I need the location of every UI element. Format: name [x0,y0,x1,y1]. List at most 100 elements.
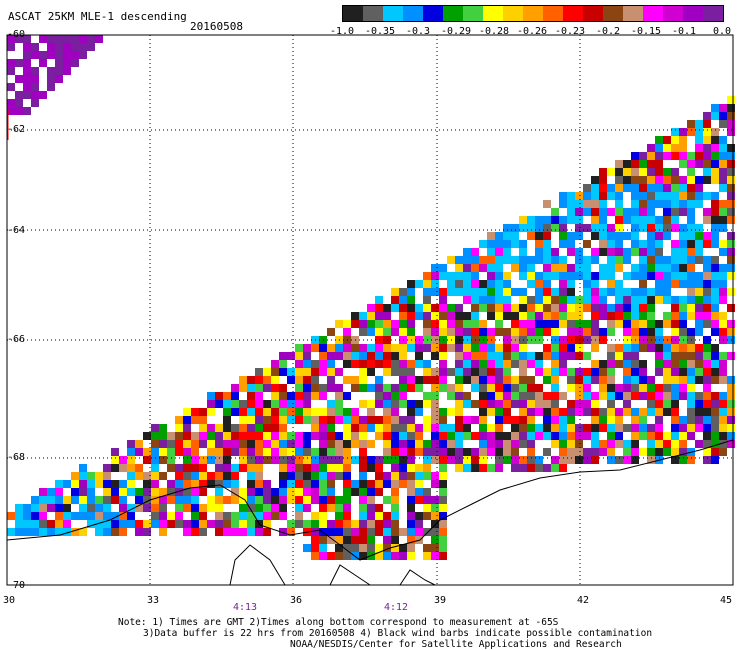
data-cell [223,464,231,472]
data-cell [551,272,559,280]
data-cell [423,304,431,312]
data-cell [295,472,303,480]
data-cell [519,216,527,224]
data-cell [567,456,575,464]
data-cell [687,384,695,392]
data-cell [591,280,599,288]
data-cell [151,464,159,472]
data-cell [255,512,263,520]
data-cell [583,184,591,192]
data-cell [671,376,679,384]
data-cell [647,384,655,392]
data-cell [591,192,599,200]
data-cell [639,168,647,176]
data-cell [599,440,607,448]
data-cell [639,240,647,248]
data-cell [703,128,711,136]
data-cell [303,472,311,480]
data-cell [15,520,23,528]
data-cell [663,400,671,408]
data-cell [479,240,487,248]
data-cell [135,528,143,536]
data-cell [367,456,375,464]
data-cell [687,176,695,184]
data-cell [583,320,591,328]
data-cell [679,280,687,288]
data-cell [327,440,335,448]
data-cell [55,504,63,512]
data-cell [487,432,495,440]
data-cell [599,360,607,368]
data-cell [639,248,647,256]
data-cell [463,456,471,464]
data-cell [591,320,599,328]
data-cell [543,288,551,296]
lat-label-64: -64 [7,225,26,236]
data-cell [647,264,655,272]
data-cell [255,424,263,432]
data-cell [391,416,399,424]
data-cell [511,224,519,232]
data-cell [79,504,87,512]
data-cell [303,392,311,400]
data-cell [575,312,583,320]
data-cell [647,408,655,416]
data-cell [295,512,303,520]
data-cell [319,544,327,552]
data-cell [55,480,63,488]
data-cell [615,320,623,328]
lat-label-60: -60 [7,29,26,40]
data-cell [551,328,559,336]
data-cell [231,464,239,472]
data-cell [319,496,327,504]
footer-note-3: NOAA/NESDIS/Center for Satellite Applica… [290,639,622,650]
data-cell [527,448,535,456]
data-cell [303,360,311,368]
data-cell [311,376,319,384]
data-cell [567,376,575,384]
data-cell [631,424,639,432]
data-cell [543,304,551,312]
data-cell [607,360,615,368]
footer-note-2: 3)Data buffer is 22 hrs from 20160508 4)… [143,628,653,639]
data-cell [415,480,423,488]
data-cell [207,400,215,408]
data-cell [159,504,167,512]
data-cell [679,248,687,256]
data-cell [263,440,271,448]
data-cell [31,520,39,528]
data-cell [631,248,639,256]
data-cell [311,472,319,480]
data-cell [551,360,559,368]
data-cell [663,224,671,232]
data-cell [487,408,495,416]
data-cell [727,192,735,200]
data-cell [567,400,575,408]
data-cell [519,464,527,472]
data-cell [551,288,559,296]
data-cell [719,168,727,176]
data-cell [727,392,735,400]
data-cell [159,432,167,440]
data-cell [599,392,607,400]
data-cell [663,408,671,416]
data-cell [719,376,727,384]
data-cell [159,456,167,464]
data-cell [479,264,487,272]
data-cell [223,472,231,480]
data-cell [447,344,455,352]
data-cell [343,424,351,432]
data-cell [607,440,615,448]
data-cell [439,320,447,328]
data-cell [511,360,519,368]
data-cell [415,304,423,312]
data-cell [511,240,519,248]
data-cell [407,424,415,432]
colorbar-label: -1.0 [329,26,355,37]
data-cell [47,496,55,504]
data-cell [727,208,735,216]
data-cell [711,192,719,200]
data-cell [647,400,655,408]
coastline-detail [229,544,436,586]
data-cell [335,384,343,392]
